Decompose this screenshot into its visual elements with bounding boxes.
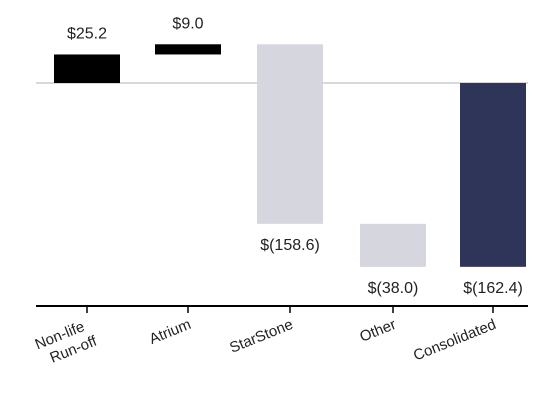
x-tick-label-1: Atrium <box>147 316 194 348</box>
bar-0 <box>54 54 120 83</box>
x-tick-label-0: Non-lifeRun-off <box>33 316 100 370</box>
value-label-2: $(158.6) <box>260 237 320 254</box>
x-tick-label-line: Atrium <box>147 316 194 348</box>
value-label-1: $9.0 <box>172 15 203 32</box>
x-tick-label-2: StarStone <box>227 316 295 357</box>
bar-4 <box>460 83 526 267</box>
value-label-4: $(162.4) <box>463 280 523 297</box>
x-tick-label-3: Other <box>357 316 398 346</box>
bar-1 <box>155 44 221 55</box>
value-label-3: $(38.0) <box>368 280 419 297</box>
bar-3 <box>360 223 426 267</box>
x-tick-label-line: StarStone <box>227 316 295 357</box>
bar-2 <box>257 44 323 224</box>
value-label-0: $25.2 <box>67 25 107 42</box>
x-tick-label-4: Consolidated <box>411 316 499 365</box>
x-tick-label-line: Consolidated <box>411 316 499 365</box>
x-tick-label-line: Other <box>357 316 398 346</box>
